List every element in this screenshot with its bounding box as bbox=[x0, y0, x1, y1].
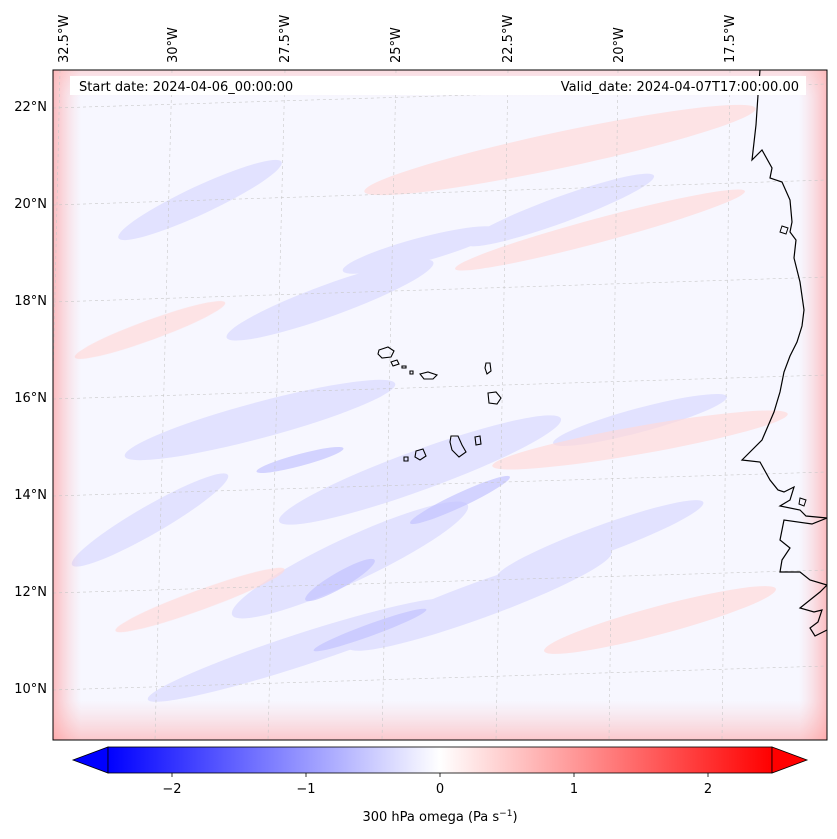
omega-negative-patches bbox=[71, 159, 727, 702]
lat-label-18n: 18°N bbox=[14, 294, 47, 309]
cbar-tick-label-2: 2 bbox=[704, 782, 712, 797]
colorbar-ticks bbox=[171, 773, 709, 777]
lon-label-20w: 20°W bbox=[612, 27, 627, 63]
african-coastline bbox=[740, 70, 827, 637]
header-strip bbox=[70, 76, 806, 95]
lon-label-32-5w: 32.5°W bbox=[57, 15, 72, 63]
lat-label-14n: 14°N bbox=[14, 488, 47, 503]
cape-verde-islands bbox=[377, 346, 502, 462]
right-edge-band bbox=[799, 70, 827, 740]
valid-date-label: Valid_date: 2024-04-07T17:00:00.00 bbox=[561, 80, 799, 95]
colorbar-extend-min bbox=[71, 746, 109, 774]
lon-label-17-5w: 17.5°W bbox=[723, 15, 738, 63]
graticule bbox=[53, 70, 827, 740]
cbar-tick-label-0: 0 bbox=[436, 782, 444, 797]
lat-label-22n: 22°N bbox=[14, 100, 47, 115]
colorbar-gradient bbox=[107, 746, 773, 774]
colorbar-title-main: 300 hPa omega (Pa s bbox=[362, 810, 499, 825]
lat-label-12n: 12°N bbox=[14, 585, 47, 600]
coastal-island-2 bbox=[798, 497, 807, 507]
cbar-tick-label-m2: −2 bbox=[162, 782, 181, 797]
latitude-labels: 22°N 20°N 18°N 16°N 14°N 12°N 10°N bbox=[14, 100, 47, 697]
bottom-edge-band bbox=[53, 700, 827, 740]
lat-label-20n: 20°N bbox=[14, 197, 47, 212]
colorbar-title: 300 hPa omega (Pa s−1) bbox=[362, 809, 517, 825]
lon-label-25w: 25°W bbox=[389, 27, 404, 63]
cbar-tick-label-1: 1 bbox=[570, 782, 578, 797]
lon-label-30w: 30°W bbox=[166, 27, 181, 63]
colorbar-title-sup: −1 bbox=[499, 809, 512, 819]
omega-positive-patches bbox=[74, 104, 788, 654]
left-edge-band bbox=[53, 70, 81, 740]
lon-label-22-5w: 22.5°W bbox=[501, 15, 516, 63]
lat-label-16n: 16°N bbox=[14, 391, 47, 406]
colorbar-title-close: ) bbox=[512, 810, 517, 825]
lat-label-10n: 10°N bbox=[14, 682, 47, 697]
map-panel bbox=[53, 70, 827, 740]
map-frame bbox=[52, 69, 828, 741]
colorbar-extend-max bbox=[771, 746, 809, 774]
colorbar: −2 −1 0 1 2 300 hPa omega (Pa s−1) bbox=[71, 746, 809, 825]
cbar-tick-label-m1: −1 bbox=[296, 782, 315, 797]
lon-label-27-5w: 27.5°W bbox=[278, 15, 293, 63]
longitude-labels: 32.5°W 30°W 27.5°W 25°W 22.5°W 20°W 17.5… bbox=[57, 15, 738, 63]
omega-strong-negative bbox=[256, 446, 510, 652]
coastal-island-1 bbox=[779, 225, 789, 235]
start-date-label: Start date: 2024-04-06_00:00:00 bbox=[79, 80, 293, 95]
